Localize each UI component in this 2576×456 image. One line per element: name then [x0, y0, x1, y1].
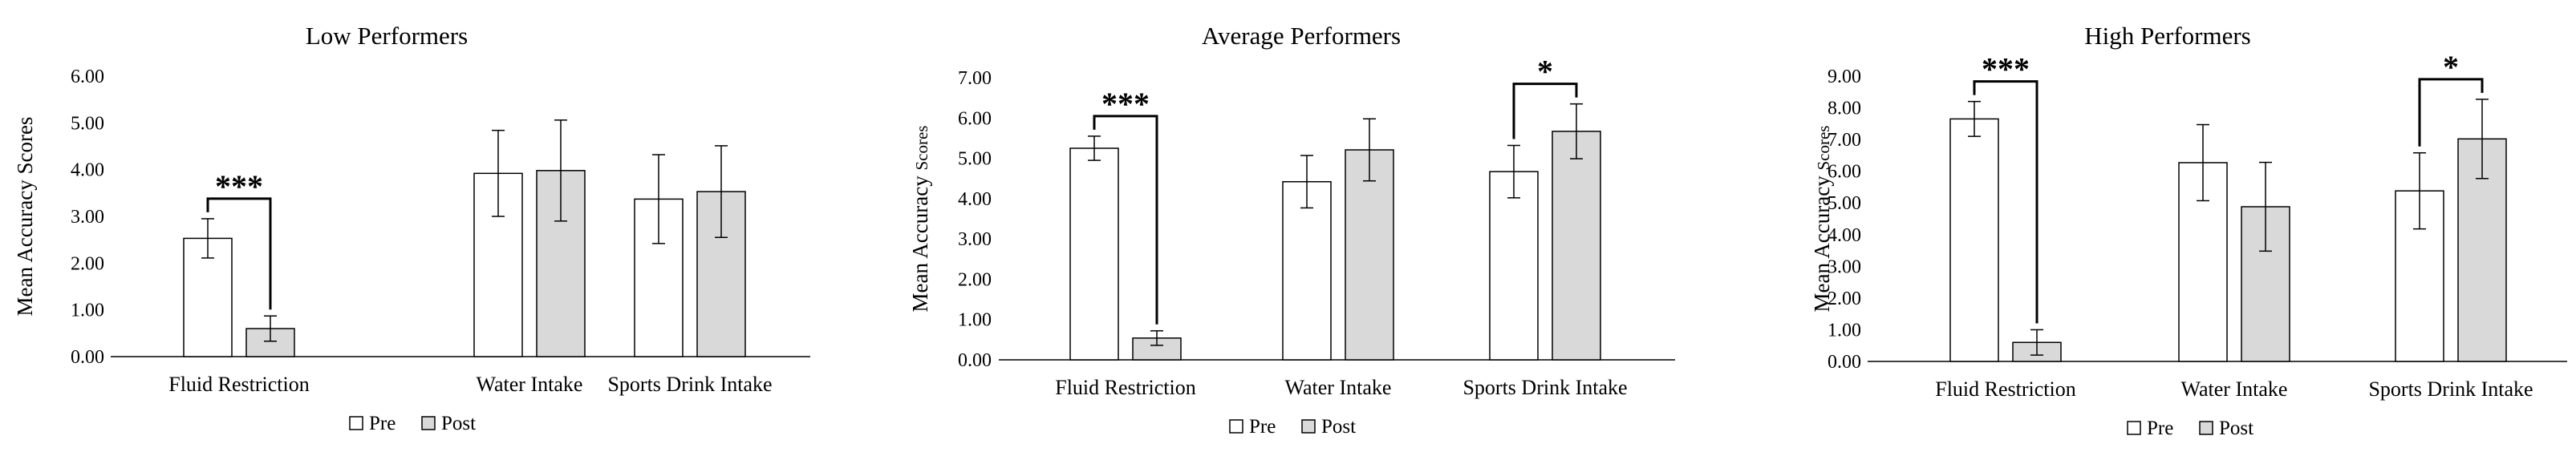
y-axis-label-main: Mean Accuracy — [1810, 171, 1834, 313]
y-tick-label: 2.00 — [71, 253, 104, 274]
y-axis-label: Mean Accuracy Scores — [1810, 126, 1834, 313]
y-tick-label: 2.00 — [958, 269, 992, 290]
y-axis-label-suffix: Scores — [1814, 126, 1833, 171]
legend-label-post: Post — [2219, 418, 2253, 439]
x-tick-label: Fluid Restriction — [1935, 377, 2076, 401]
chart-title: Average Performers — [1202, 22, 1401, 50]
y-tick-label: 0.00 — [1828, 352, 1861, 373]
x-tick-label: Fluid Restriction — [1055, 376, 1196, 399]
y-tick-label: 1.00 — [958, 310, 992, 331]
chart-panel-1: Low Performers Mean Accuracy Scores 0.00 1.… — [13, 22, 810, 434]
legend: Pre Post — [1229, 416, 1356, 438]
y-axis-label-main: Mean Accuracy Scores — [13, 117, 37, 317]
y-tick-label: 2.00 — [1828, 289, 1861, 309]
y-tick-label: 6.00 — [71, 67, 104, 87]
x-tick-label: Sports Drink Intake — [607, 373, 772, 396]
significance-label: *** — [1101, 86, 1150, 122]
y-tick-label: 9.00 — [1828, 67, 1861, 87]
bar-post — [1552, 131, 1601, 361]
x-tick-label: Fluid Restriction — [168, 373, 310, 396]
chart-panel-2: Average Performers Mean Accuracy Scores 0.… — [908, 22, 1675, 438]
legend-label-post: Post — [1321, 416, 1356, 438]
significance-label: * — [1537, 54, 1553, 90]
y-tick-label: 7.00 — [1828, 130, 1861, 151]
y-tick-label: 6.00 — [1828, 162, 1861, 183]
legend-swatch-pre — [349, 416, 363, 430]
bar-post — [1345, 149, 1394, 361]
bar-pre — [1069, 147, 1119, 361]
chart-title: Low Performers — [306, 22, 468, 50]
y-tick-label: 3.00 — [958, 229, 992, 250]
bar-pre — [1489, 171, 1539, 361]
y-tick-label: 5.00 — [71, 113, 104, 134]
bar-pre — [1282, 180, 1332, 361]
y-axis-label-main: Mean Accuracy — [908, 171, 932, 313]
legend-swatch-post — [1301, 419, 1316, 434]
y-tick-label: 1.00 — [71, 301, 104, 321]
y-tick-label: 3.00 — [1828, 256, 1861, 277]
y-tick-label: 4.00 — [1828, 225, 1861, 246]
x-tick-label: Water Intake — [2181, 377, 2288, 401]
y-tick-label: 5.00 — [958, 149, 992, 170]
y-tick-label: 5.00 — [1828, 193, 1861, 214]
y-tick-label: 4.00 — [958, 189, 992, 210]
legend-label-post: Post — [441, 413, 476, 434]
y-axis-label-suffix: Scores — [912, 126, 931, 171]
legend-label-pre: Pre — [2147, 418, 2173, 439]
legend: Pre Post — [349, 413, 476, 434]
legend-label-pre: Pre — [1249, 416, 1276, 438]
legend-swatch-post — [2199, 421, 2213, 435]
x-tick-label: Sports Drink Intake — [1462, 376, 1627, 399]
x-tick-label: Sports Drink Intake — [2368, 377, 2533, 401]
significance-label: * — [2443, 49, 2459, 85]
significance-bracket — [206, 197, 272, 310]
legend-swatch-pre — [1229, 419, 1243, 434]
x-tick-label: Water Intake — [1285, 376, 1392, 399]
significance-bracket — [1093, 115, 1158, 325]
chart-title: High Performers — [2084, 22, 2250, 50]
bar-pre — [1949, 118, 1999, 362]
y-axis-label: Mean Accuracy Scores — [908, 126, 932, 313]
y-tick-label: 7.00 — [958, 68, 992, 89]
legend-label-pre: Pre — [369, 413, 396, 434]
significance-bracket — [2418, 78, 2484, 147]
legend: Pre Post — [2127, 418, 2253, 439]
y-tick-label: 3.00 — [71, 207, 104, 228]
y-tick-label: 0.00 — [958, 350, 992, 371]
y-tick-label: 8.00 — [1828, 99, 1861, 119]
y-tick-label: 4.00 — [71, 160, 104, 181]
significance-bracket — [1973, 80, 2038, 324]
significance-label: *** — [215, 168, 263, 204]
y-tick-label: 1.00 — [1828, 320, 1861, 341]
chart-panel-3: High Performers Mean Accuracy Scores 0.00 1… — [1810, 22, 2567, 439]
y-axis-label: Mean Accuracy Scores — [13, 117, 37, 317]
significance-bracket — [1512, 83, 1578, 139]
x-tick-label: Water Intake — [477, 373, 583, 396]
y-tick-label: 6.00 — [958, 108, 992, 129]
significance-label: *** — [1982, 51, 2030, 87]
legend-swatch-post — [421, 416, 436, 430]
y-tick-label: 0.00 — [71, 347, 104, 368]
legend-swatch-pre — [2127, 421, 2141, 435]
